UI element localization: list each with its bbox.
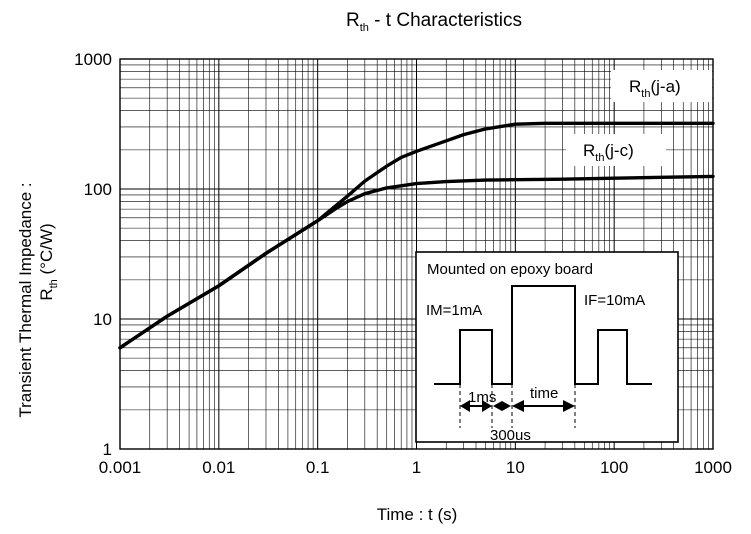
x-tick-label: 10 xyxy=(506,458,525,477)
series-line-rth-jc xyxy=(118,174,715,350)
arrow-time xyxy=(512,400,575,412)
x-tick-label: 0.001 xyxy=(99,458,142,477)
x-tick-label: 0.01 xyxy=(202,458,235,477)
inset-300us-label: 300us xyxy=(490,427,531,444)
x-tick-labels: 0.001 0.01 0.1 1 10 100 1000 xyxy=(99,458,732,477)
y-tick-label: 1 xyxy=(103,440,112,459)
inset-pulse-diagram: Mounted on epoxy board IM=1mA IF=10mA 1m… xyxy=(415,251,679,444)
inset-if-label: IF=10mA xyxy=(584,292,645,309)
plot-frame xyxy=(119,58,714,450)
legend-rth-jc: Rth(j-c) xyxy=(566,134,666,166)
arrow-1ms xyxy=(460,400,492,412)
x-axis-label: Time : t (s) xyxy=(377,505,458,524)
y-tick-label: 10 xyxy=(93,310,112,329)
y-axis-label-line2: Rth (°C/W) xyxy=(37,223,60,300)
x-tick-label: 1000 xyxy=(694,458,732,477)
legend-rth-ja: Rth(j-a) xyxy=(611,70,712,102)
data-series xyxy=(118,121,715,350)
x-tick-label: 1 xyxy=(412,458,421,477)
arrow-300us xyxy=(493,401,511,411)
y-axis-label-line1: Transient Thermal Impedance : xyxy=(16,182,35,417)
legend-rth-jc-box xyxy=(566,134,666,166)
legend-rth-jc-label: Rth(j-c) xyxy=(583,141,634,164)
chart-title: Rth - t Characteristics xyxy=(346,10,522,34)
inset-time-label: time xyxy=(530,385,558,402)
y-axis-label: Transient Thermal Impedance : Rth (°C/W) xyxy=(16,182,60,417)
y-tick-label: 100 xyxy=(84,180,112,199)
y-tick-labels: 1 10 100 1000 xyxy=(74,50,112,459)
x-tick-label: 100 xyxy=(600,458,628,477)
inset-1ms-label: 1ms xyxy=(468,389,496,406)
inset-title: Mounted on epoxy board xyxy=(427,261,593,278)
inset-frame xyxy=(415,251,679,443)
pulse-waveform xyxy=(434,285,652,385)
legend-rth-ja-box xyxy=(611,70,712,102)
legend-rth-ja-label: Rth(j-a) xyxy=(629,77,681,100)
inset-im-label: IM=1mA xyxy=(426,302,482,319)
y-tick-label: 1000 xyxy=(74,50,112,69)
x-tick-label: 0.1 xyxy=(306,458,330,477)
